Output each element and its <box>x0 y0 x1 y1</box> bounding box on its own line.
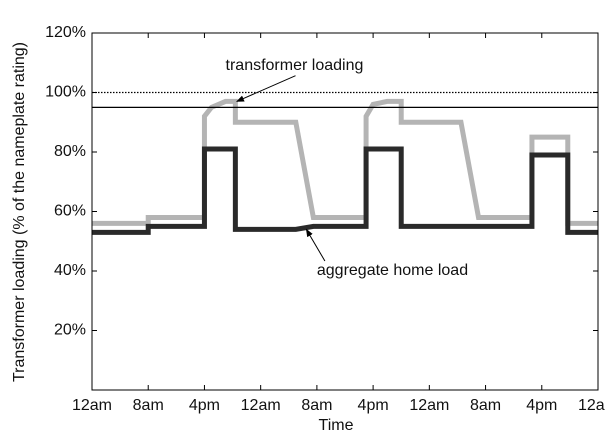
x-tick-label: 12am <box>241 397 281 414</box>
y-tick-label: 80% <box>54 143 86 160</box>
series-line <box>92 98 598 226</box>
annotation: aggregate home load <box>317 262 468 279</box>
y-tick-label: 40% <box>54 262 86 279</box>
x-tick-label: 8am <box>133 397 164 414</box>
y-tick-label: 60% <box>54 203 86 220</box>
x-tick-label: 8am <box>470 397 501 414</box>
x-tick-label: 4pm <box>526 397 557 414</box>
plot-frame <box>91 32 599 391</box>
y-tick-label: 100% <box>45 84 86 101</box>
x-tick-label: 12am <box>72 397 112 414</box>
x-axis-label: Time <box>319 417 354 434</box>
annotation-arrow <box>236 75 296 102</box>
annotation: transformer loading <box>226 57 364 74</box>
x-tick-label: 4pm <box>189 397 220 414</box>
y-axis-label: Transformer loading (% of the nameplate … <box>11 42 28 382</box>
x-tick-label: 12am <box>409 397 449 414</box>
x-tick-label: 4pm <box>358 397 389 414</box>
x-tick-label: 12am <box>578 397 605 414</box>
x-tick-label: 8am <box>301 397 332 414</box>
series-line <box>92 146 598 235</box>
y-tick-label: 20% <box>54 322 86 339</box>
y-tick-label: 120% <box>45 24 86 41</box>
annotation-arrow <box>305 228 326 262</box>
